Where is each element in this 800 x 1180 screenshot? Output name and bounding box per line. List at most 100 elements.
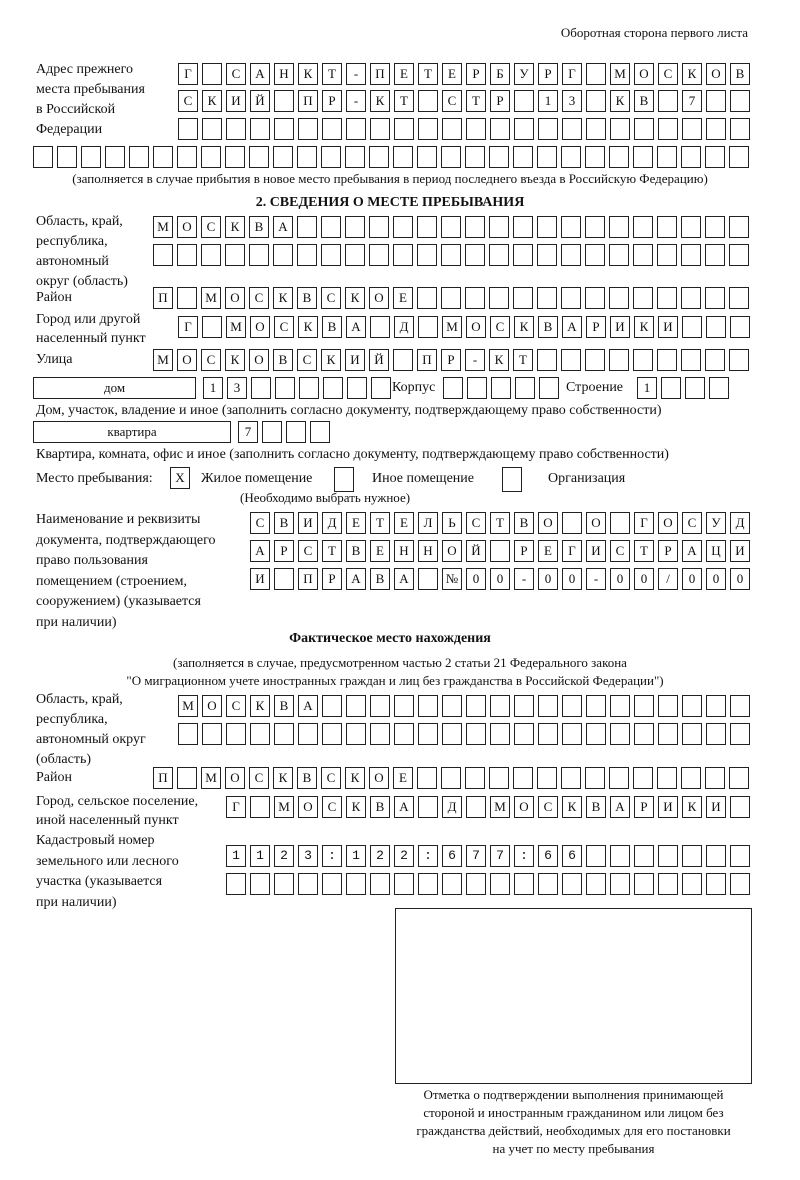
letter-cell[interactable] xyxy=(490,723,510,745)
letter-cell[interactable] xyxy=(537,287,557,309)
letter-cell[interactable]: Г xyxy=(562,63,582,85)
letter-cell[interactable] xyxy=(418,695,438,717)
letter-cell[interactable] xyxy=(465,216,485,238)
letter-cell[interactable] xyxy=(513,146,533,168)
letter-cell[interactable] xyxy=(561,349,581,371)
letter-cell[interactable] xyxy=(634,118,654,140)
letter-cell[interactable]: 0 xyxy=(466,568,486,590)
letter-cell[interactable] xyxy=(443,377,463,399)
letter-cell[interactable]: К xyxy=(370,90,390,112)
letter-cell[interactable] xyxy=(250,845,270,867)
letter-cell[interactable] xyxy=(274,873,294,895)
letter-cell[interactable]: К xyxy=(225,349,245,371)
letter-cell[interactable]: В xyxy=(514,512,534,534)
letter-cell[interactable] xyxy=(441,146,461,168)
letter-cell[interactable]: Й xyxy=(369,349,389,371)
letter-cell[interactable] xyxy=(442,845,462,867)
letter-cell[interactable]: И xyxy=(706,796,726,818)
letter-cell[interactable]: О xyxy=(177,216,197,238)
letter-cell[interactable]: К xyxy=(514,316,534,338)
letter-cell[interactable] xyxy=(442,695,462,717)
letter-cell[interactable]: Ь xyxy=(442,512,462,534)
letter-cell[interactable]: К xyxy=(634,316,654,338)
letter-cell[interactable] xyxy=(418,568,438,590)
letter-cell[interactable] xyxy=(490,695,510,717)
letter-cell[interactable] xyxy=(682,845,702,867)
letter-cell[interactable] xyxy=(538,723,558,745)
letter-cell[interactable] xyxy=(610,512,630,534)
letter-cell[interactable]: Т xyxy=(490,512,510,534)
letter-cell[interactable]: 0 xyxy=(490,568,510,590)
letter-cell[interactable] xyxy=(514,845,534,867)
letter-cell[interactable] xyxy=(562,512,582,534)
letter-cell[interactable] xyxy=(177,287,197,309)
letter-cell[interactable] xyxy=(418,90,438,112)
letter-cell[interactable] xyxy=(730,796,750,818)
letter-cell[interactable]: О xyxy=(225,287,245,309)
letter-cell[interactable] xyxy=(466,796,486,818)
letter-cell[interactable] xyxy=(297,146,317,168)
letter-cell[interactable] xyxy=(561,146,581,168)
letter-cell[interactable]: А xyxy=(273,216,293,238)
letter-cell[interactable] xyxy=(513,767,533,789)
letter-cell[interactable] xyxy=(177,767,197,789)
letter-cell[interactable] xyxy=(730,873,750,895)
letter-cell[interactable] xyxy=(442,118,462,140)
letter-cell[interactable]: Р xyxy=(538,63,558,85)
letter-cell[interactable] xyxy=(634,723,654,745)
letter-cell[interactable] xyxy=(310,421,330,443)
letter-cell[interactable] xyxy=(657,146,677,168)
letter-cell[interactable] xyxy=(489,767,509,789)
letter-cell[interactable] xyxy=(658,723,678,745)
letter-cell[interactable] xyxy=(273,244,293,266)
letter-cell[interactable]: Р xyxy=(490,90,510,112)
letter-cell[interactable]: О xyxy=(586,512,606,534)
letter-cell[interactable]: Б xyxy=(490,63,510,85)
letter-cell[interactable]: С xyxy=(538,796,558,818)
letter-cell[interactable]: - xyxy=(346,90,366,112)
letter-cell[interactable]: 3 xyxy=(227,377,247,399)
letter-cell[interactable] xyxy=(491,377,511,399)
letter-cell[interactable] xyxy=(322,118,342,140)
letter-cell[interactable]: Г xyxy=(562,540,582,562)
letter-cell[interactable]: П xyxy=(417,349,437,371)
letter-cell[interactable] xyxy=(658,695,678,717)
letter-cell[interactable] xyxy=(177,244,197,266)
letter-cell[interactable] xyxy=(225,244,245,266)
letter-cell[interactable]: Е xyxy=(393,767,413,789)
letter-cell[interactable] xyxy=(371,377,391,399)
letter-cell[interactable]: 7 xyxy=(682,90,702,112)
letter-cell[interactable] xyxy=(105,146,125,168)
letter-cell[interactable]: О xyxy=(225,767,245,789)
letter-cell[interactable]: М xyxy=(442,316,462,338)
letter-cell[interactable]: С xyxy=(250,512,270,534)
letter-cell[interactable]: Н xyxy=(418,540,438,562)
letter-cell[interactable]: М xyxy=(274,796,294,818)
letter-cell[interactable] xyxy=(370,316,390,338)
letter-cell[interactable] xyxy=(394,723,414,745)
letter-cell[interactable]: С xyxy=(682,512,702,534)
letter-cell[interactable]: / xyxy=(658,568,678,590)
letter-cell[interactable]: К xyxy=(273,287,293,309)
letter-cell[interactable]: С xyxy=(201,349,221,371)
letter-cell[interactable]: С xyxy=(298,540,318,562)
letter-cell[interactable] xyxy=(394,845,414,867)
letter-cell[interactable]: К xyxy=(202,90,222,112)
letter-cell[interactable]: 0 xyxy=(610,568,630,590)
letter-cell[interactable] xyxy=(394,873,414,895)
letter-cell[interactable] xyxy=(682,723,702,745)
letter-cell[interactable]: О xyxy=(634,63,654,85)
letter-cell[interactable] xyxy=(465,146,485,168)
letter-cell[interactable] xyxy=(706,873,726,895)
letter-cell[interactable] xyxy=(562,873,582,895)
letter-cell[interactable]: С xyxy=(178,90,198,112)
letter-cell[interactable] xyxy=(562,695,582,717)
letter-cell[interactable] xyxy=(633,146,653,168)
letter-cell[interactable] xyxy=(370,873,390,895)
korpus-row[interactable] xyxy=(443,377,559,399)
stay-option-residential-checkbox[interactable]: X xyxy=(170,467,190,489)
